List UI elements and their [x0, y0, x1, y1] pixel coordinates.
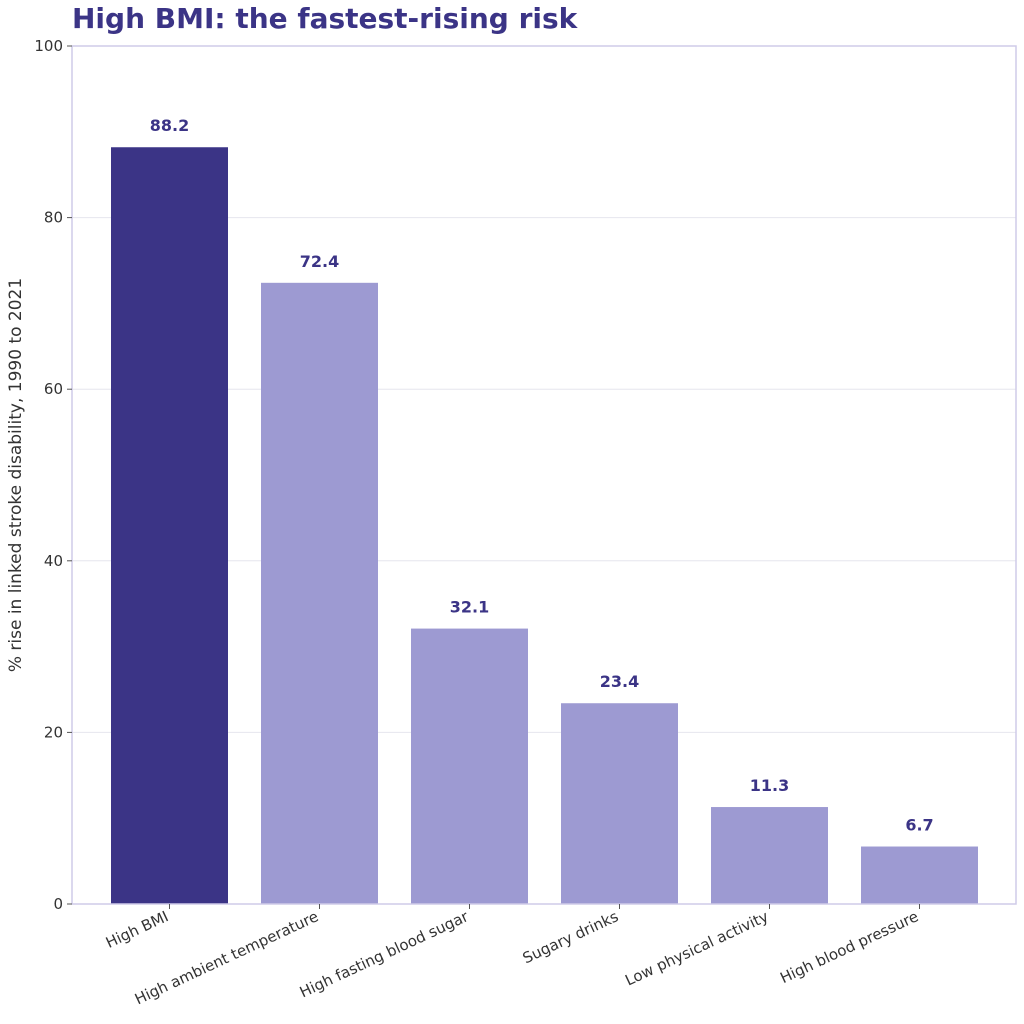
bar-5 — [861, 846, 978, 904]
bars-layer — [111, 147, 978, 905]
data-labels-layer: 88.2 72.4 32.1 23.4 11.3 6.7 — [150, 116, 934, 834]
y-tick-label: 0 — [53, 895, 63, 913]
bar-3 — [561, 703, 678, 904]
data-label-3: 23.4 — [600, 672, 639, 691]
y-tick-label: 80 — [44, 209, 63, 227]
x-tick-label-0: High BMI — [103, 907, 171, 952]
data-label-1: 72.4 — [300, 252, 339, 271]
bar-1 — [261, 282, 378, 905]
x-tick-label-2: High fasting blood sugar — [297, 907, 472, 1001]
data-label-5: 6.7 — [905, 816, 933, 835]
y-tick-label: 60 — [44, 380, 63, 398]
x-tick-label-5: High blood pressure — [777, 907, 921, 987]
bar-4 — [711, 807, 828, 904]
y-tick-label: 100 — [34, 37, 63, 55]
y-tick-label: 20 — [44, 723, 63, 741]
x-tick-label-3: Sugary drinks — [520, 907, 622, 967]
grid-layer — [72, 217, 1016, 733]
data-label-2: 32.1 — [450, 598, 489, 617]
bar-2 — [411, 628, 528, 904]
y-axis-title: % rise in linked stroke disability, 1990… — [6, 278, 26, 672]
chart-title: High BMI: the fastest-rising risk — [72, 2, 578, 35]
y-tick-label: 40 — [44, 552, 63, 570]
bar-0 — [111, 147, 228, 904]
data-label-0: 88.2 — [150, 116, 189, 135]
plot-frame — [71, 45, 1017, 905]
x-tick-label-4: Low physical activity — [622, 907, 771, 989]
data-label-4: 11.3 — [750, 776, 789, 795]
